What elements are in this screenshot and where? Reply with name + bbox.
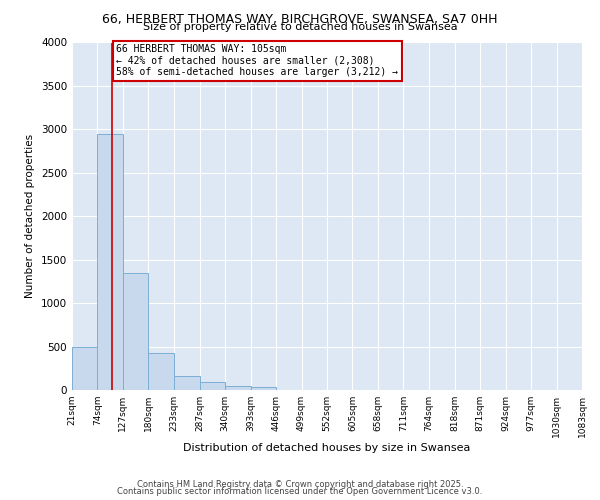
Bar — [251, 388, 276, 390]
Bar — [200, 382, 225, 390]
Bar — [174, 376, 200, 390]
Text: 66, HERBERT THOMAS WAY, BIRCHGROVE, SWANSEA, SA7 0HH: 66, HERBERT THOMAS WAY, BIRCHGROVE, SWAN… — [102, 12, 498, 26]
Text: Size of property relative to detached houses in Swansea: Size of property relative to detached ho… — [143, 22, 457, 32]
X-axis label: Distribution of detached houses by size in Swansea: Distribution of detached houses by size … — [184, 442, 470, 452]
Text: Contains public sector information licensed under the Open Government Licence v3: Contains public sector information licen… — [118, 487, 482, 496]
Bar — [72, 346, 97, 390]
Bar — [225, 386, 251, 390]
Bar — [148, 352, 174, 390]
Bar — [97, 134, 123, 390]
Text: Contains HM Land Registry data © Crown copyright and database right 2025.: Contains HM Land Registry data © Crown c… — [137, 480, 463, 489]
Text: 66 HERBERT THOMAS WAY: 105sqm
← 42% of detached houses are smaller (2,308)
58% o: 66 HERBERT THOMAS WAY: 105sqm ← 42% of d… — [116, 44, 398, 78]
Y-axis label: Number of detached properties: Number of detached properties — [25, 134, 35, 298]
Bar — [123, 272, 148, 390]
